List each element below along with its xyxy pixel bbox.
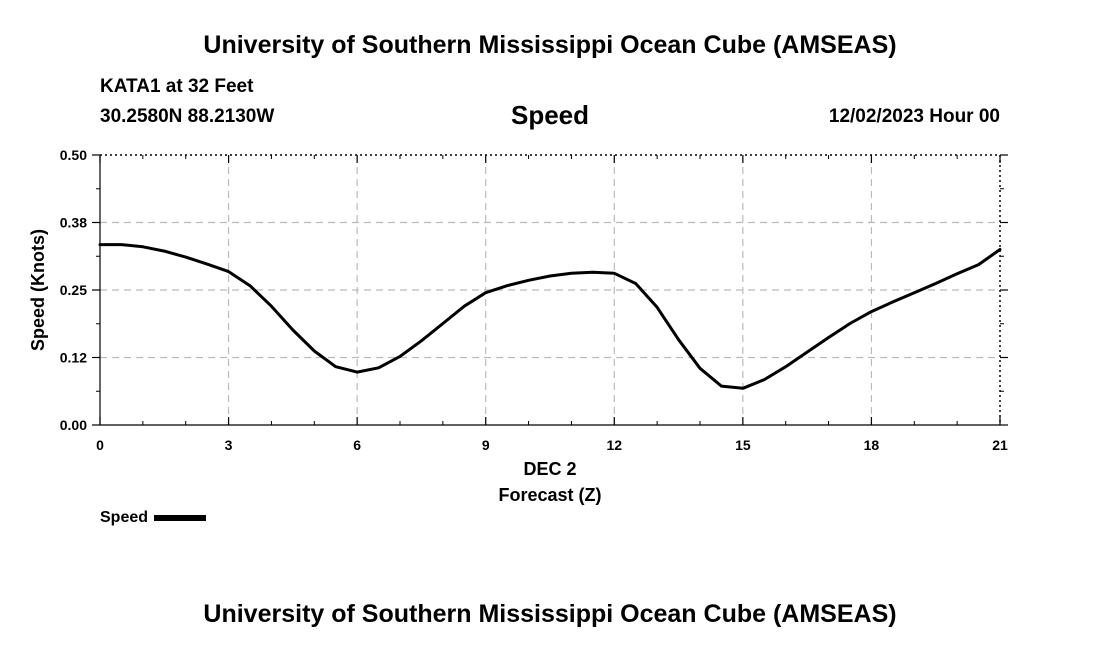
x-tick-label: 18	[864, 437, 880, 453]
legend-swatch	[154, 514, 207, 521]
datetime-label: 12/02/2023 Hour 00	[828, 106, 1000, 127]
station-label: KATA1 at 32 Feet	[100, 76, 254, 97]
y-tick-label: 0.50	[60, 147, 87, 163]
x-tick-label: 6	[353, 437, 361, 453]
chart-title: University of Southern Mississippi Ocean…	[203, 31, 897, 59]
series-layer	[98, 243, 1002, 390]
legend-label: Speed	[100, 509, 149, 526]
y-axis-label: Speed (Knots)	[28, 229, 48, 351]
footer-title: University of Southern Mississippi Ocean…	[203, 600, 897, 628]
x-tick-label: 3	[225, 437, 233, 453]
y-tick-label: 0.00	[60, 417, 87, 433]
legend: Speed	[100, 509, 207, 527]
coordinates-label: 30.2580N 88.2130W	[100, 106, 275, 127]
x-tick-label: 15	[735, 437, 751, 453]
axis-ticks: 0 3 6 9 12 15 18 21 0.00 0.12 0.25 0.38 0.50	[60, 147, 1008, 453]
x-tick-label: 9	[482, 437, 490, 453]
x-axis-label: Forecast (Z)	[498, 485, 601, 505]
y-tick-label: 0.38	[60, 215, 87, 231]
variable-title: Speed	[510, 100, 590, 130]
x-tick-label: 21	[992, 437, 1008, 453]
grid-lines	[100, 155, 1000, 425]
x-tick-label: 0	[96, 437, 104, 453]
y-tick-label: 0.25	[60, 282, 87, 298]
y-tick-label: 0.12	[60, 350, 87, 366]
x-axis-date-label: DEC 2	[523, 459, 576, 479]
x-tick-label: 12	[606, 437, 622, 453]
speed-series-line	[98, 243, 1002, 390]
